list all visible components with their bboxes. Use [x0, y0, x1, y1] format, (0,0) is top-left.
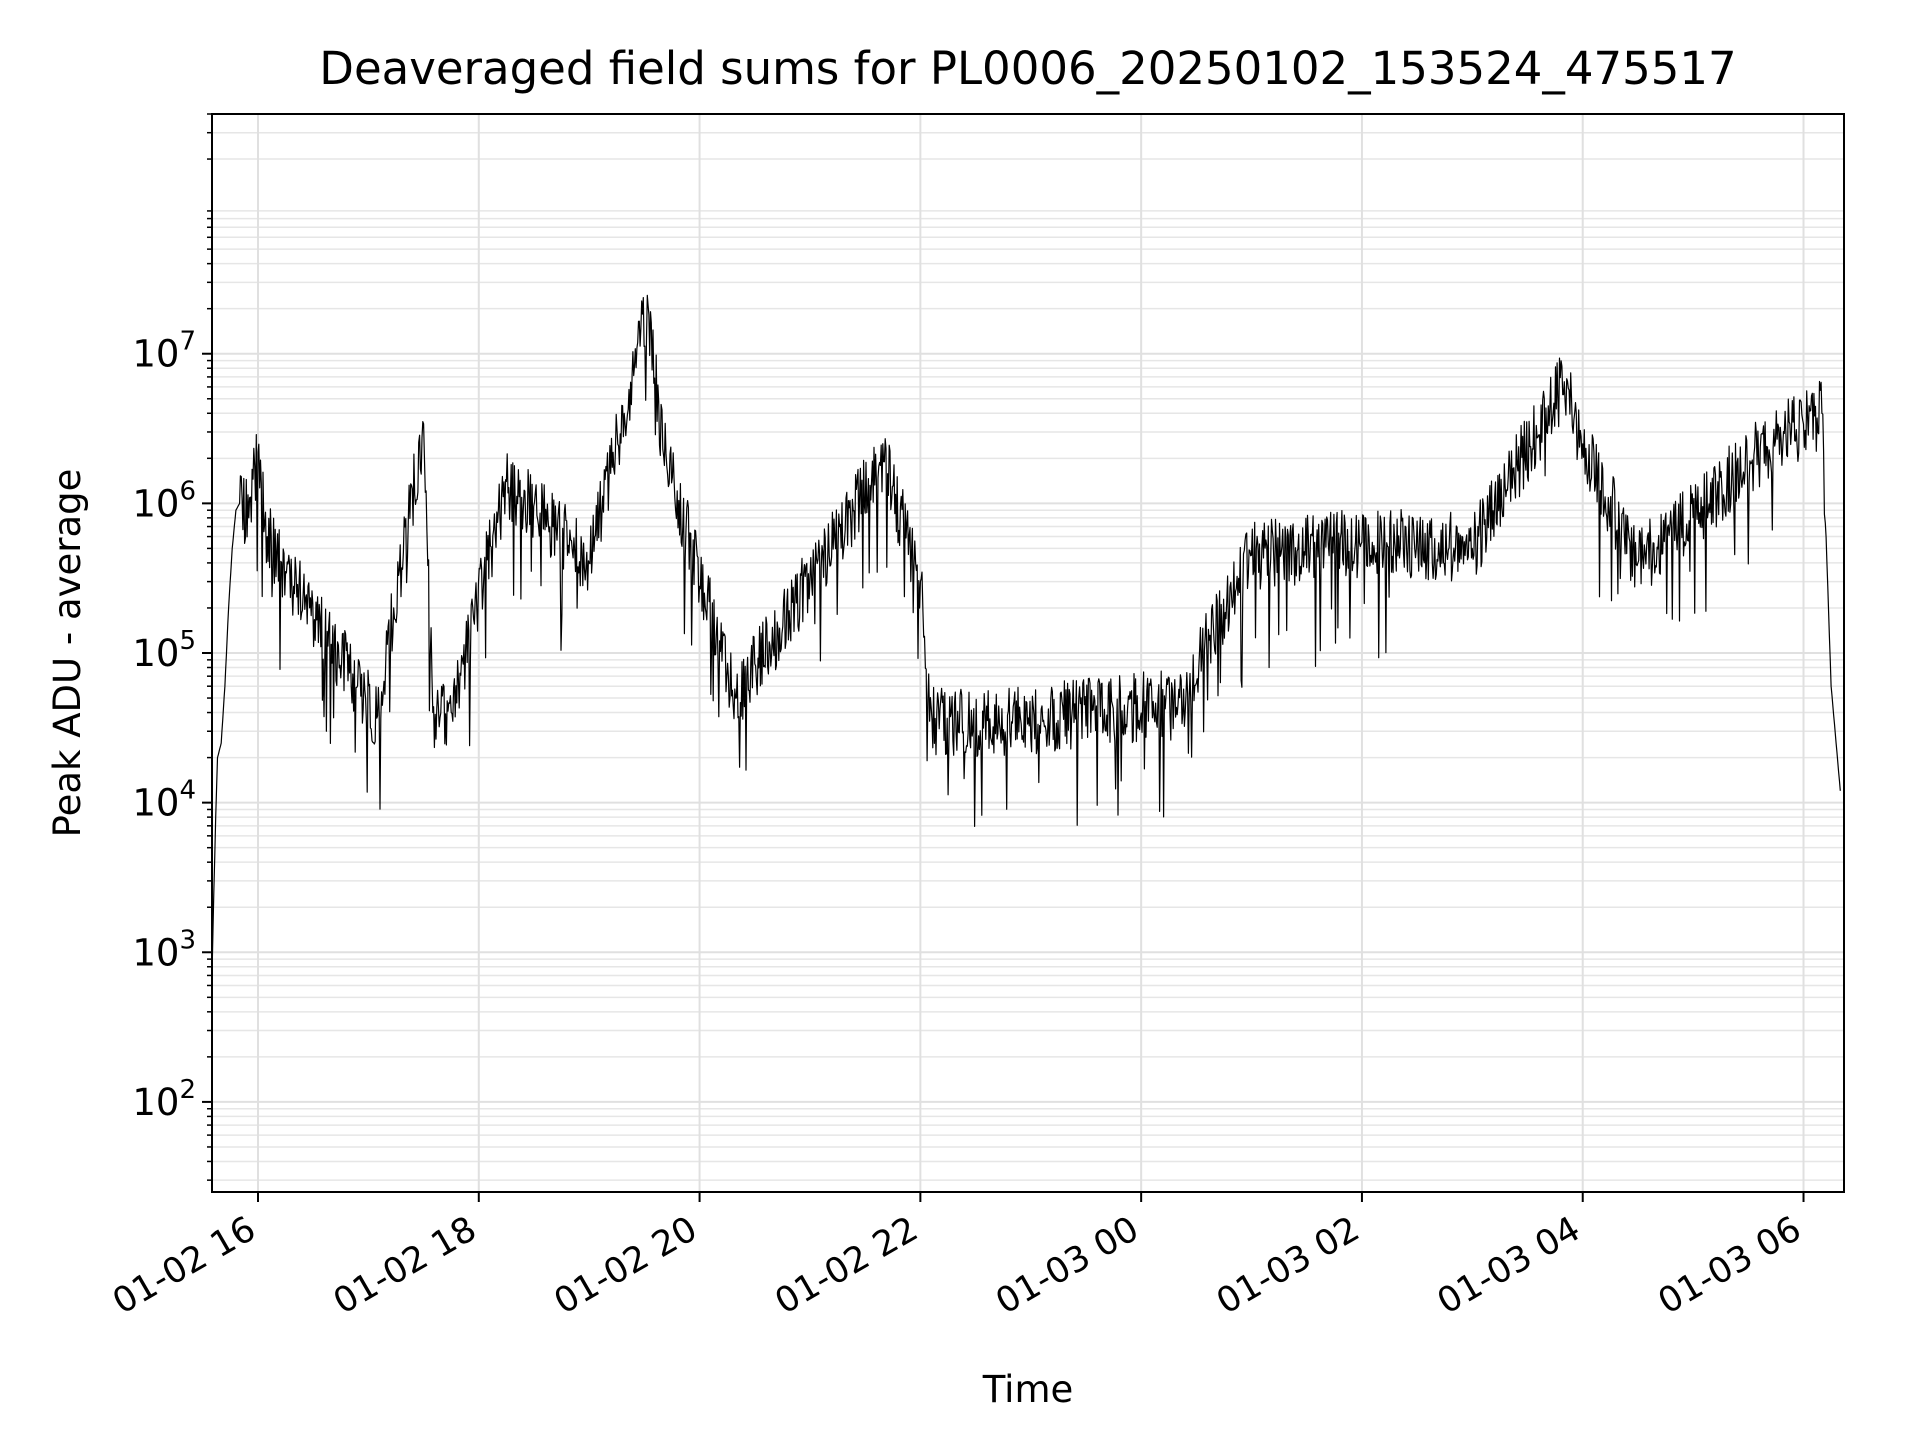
x-axis-label: Time: [982, 1368, 1074, 1411]
chart-title: Deaveraged field sums for PL0006_2025010…: [319, 42, 1736, 95]
series-layer: [211, 294, 1841, 976]
y-tick-label: 103: [132, 925, 196, 974]
y-tick-label: 107: [132, 327, 196, 376]
y-tick-label: 105: [132, 626, 196, 675]
y-axis-label: Peak ADU - average: [46, 469, 89, 838]
y-tick-label: 106: [132, 476, 196, 525]
y-ticks: 102 103 104 105 106 107: [132, 113, 212, 1181]
y-tick-label: 104: [132, 776, 196, 825]
data-series-line: [211, 294, 1841, 976]
y-tick-label: 102: [132, 1075, 196, 1124]
